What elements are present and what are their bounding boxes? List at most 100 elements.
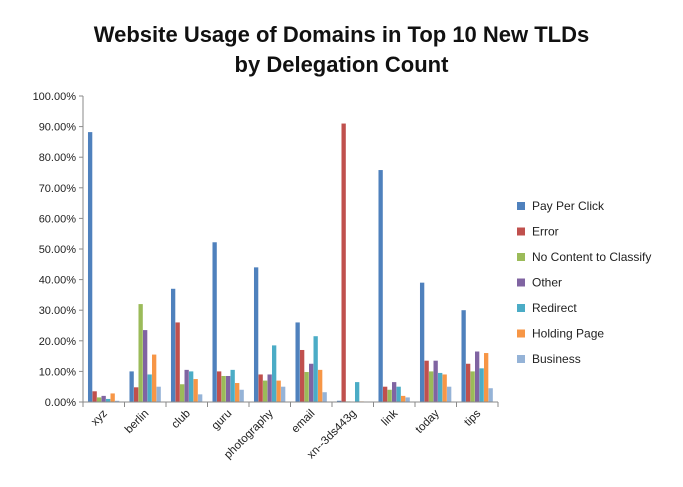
bar — [129, 371, 134, 402]
bar — [170, 288, 176, 402]
bar — [396, 386, 401, 402]
x-category-label: club — [169, 408, 192, 431]
bar — [110, 393, 115, 402]
bar — [179, 384, 185, 402]
bar — [133, 387, 139, 402]
bar — [258, 374, 263, 402]
bar — [96, 397, 102, 402]
x-category-label: today — [413, 407, 442, 436]
y-tick-label: 40.00% — [39, 275, 77, 287]
bar — [281, 386, 286, 402]
legend-swatch — [517, 278, 525, 287]
y-tick-label: 30.00% — [39, 305, 77, 317]
legend-swatch — [517, 253, 525, 261]
bar — [262, 380, 268, 402]
bar — [401, 395, 406, 402]
bar — [419, 282, 425, 402]
bar — [156, 386, 161, 402]
bar — [433, 360, 438, 402]
bar — [143, 330, 148, 402]
legend-label: Holding Page — [532, 327, 604, 341]
bar — [479, 368, 484, 402]
y-tick-label: 90.00% — [39, 122, 77, 134]
bar — [87, 132, 93, 403]
bar — [253, 267, 259, 402]
bar — [221, 375, 226, 402]
bar — [424, 360, 429, 402]
bar — [378, 170, 383, 402]
bar — [304, 372, 309, 402]
bar — [428, 371, 434, 402]
bar — [212, 242, 217, 402]
y-tick-label: 0.00% — [45, 397, 76, 409]
bar — [193, 379, 198, 402]
y-tick-label: 50.00% — [39, 244, 77, 256]
bar — [92, 391, 97, 402]
bar — [138, 304, 143, 402]
bar — [295, 322, 300, 402]
bar — [484, 353, 489, 402]
y-tick-label: 80.00% — [39, 152, 77, 164]
y-tick-label: 20.00% — [39, 336, 77, 348]
bar — [461, 310, 466, 402]
bar — [382, 386, 388, 402]
x-category-label: link — [380, 407, 401, 428]
bar — [355, 382, 360, 402]
bar — [198, 394, 203, 402]
legend-label: Redirect — [532, 301, 577, 315]
bar — [488, 388, 493, 402]
legend-swatch — [517, 355, 525, 363]
bar — [447, 386, 452, 402]
bar — [392, 382, 397, 402]
bar — [318, 369, 323, 402]
bar — [189, 371, 194, 402]
bar — [442, 374, 447, 402]
legend-label: Error — [532, 225, 559, 239]
legend-swatch — [517, 227, 525, 236]
bar — [226, 375, 231, 402]
bar — [299, 349, 305, 402]
bar — [405, 397, 410, 402]
y-tick-label: 100.00% — [33, 91, 77, 103]
bar — [101, 395, 106, 402]
bar — [387, 389, 392, 402]
legend-swatch — [517, 329, 525, 338]
bar — [152, 354, 157, 402]
bar — [309, 363, 314, 402]
bar — [438, 372, 443, 402]
legend-label: No Content to Classify — [532, 250, 651, 264]
bar — [313, 336, 318, 402]
bar — [276, 380, 281, 402]
legend-label: Other — [532, 276, 562, 290]
x-category-label: xyz — [89, 407, 110, 428]
bar — [470, 371, 475, 402]
x-category-label: guru — [210, 408, 235, 433]
bar — [341, 123, 346, 402]
y-tick-label: 10.00% — [39, 366, 77, 378]
chart-title-line-2: by Delegation Count — [234, 52, 449, 77]
bar — [184, 369, 189, 402]
y-tick-label: 70.00% — [39, 183, 77, 195]
y-tick-label: 60.00% — [39, 213, 77, 225]
bar — [115, 400, 120, 402]
x-category-label: email — [289, 408, 317, 436]
bar — [465, 363, 471, 402]
bar — [239, 389, 244, 402]
bar — [322, 392, 327, 402]
chart-title: Website Usage of Domains in Top 10 New T… — [0, 20, 683, 80]
bar — [336, 400, 342, 402]
bar — [272, 345, 277, 402]
legend-label: Business — [532, 352, 581, 366]
legend-swatch — [517, 202, 525, 210]
bar — [175, 322, 180, 402]
x-category-label: tips — [462, 407, 483, 428]
bar — [230, 369, 235, 402]
chart-title-line-1: Website Usage of Domains in Top 10 New T… — [93, 22, 590, 47]
bar — [147, 374, 152, 402]
x-category-label: berlin — [123, 408, 151, 436]
legend-swatch — [517, 304, 525, 312]
bar — [235, 383, 240, 402]
bar — [267, 374, 272, 402]
